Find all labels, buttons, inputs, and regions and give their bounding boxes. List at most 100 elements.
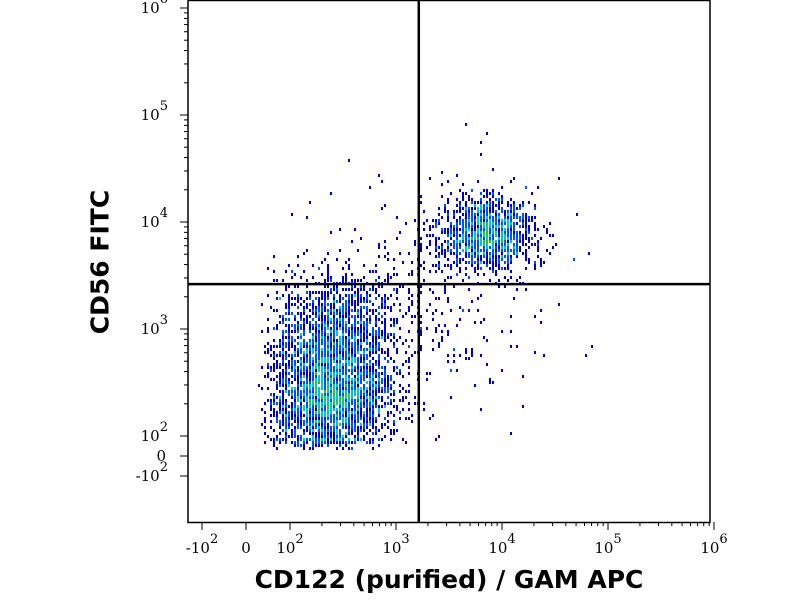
event-dot: [453, 246, 455, 249]
event-dot: [348, 399, 350, 402]
event-dot: [465, 213, 467, 216]
event-dot: [303, 354, 305, 357]
event-dot: [507, 237, 509, 240]
event-dot: [456, 246, 458, 249]
event-dot: [345, 408, 347, 411]
event-dot: [387, 354, 389, 357]
event-dot: [336, 369, 338, 372]
event-dot: [393, 273, 395, 276]
event-dot: [393, 267, 395, 270]
event-dot: [363, 438, 365, 441]
event-dot: [345, 399, 347, 402]
event-dot: [486, 249, 488, 252]
event-dot: [285, 381, 287, 384]
event-dot: [360, 330, 362, 333]
event-dot: [351, 402, 353, 405]
event-dot: [447, 354, 449, 357]
event-dot: [486, 219, 488, 222]
event-dot: [300, 360, 302, 363]
event-dot: [384, 321, 386, 324]
event-dot: [519, 225, 521, 228]
event-dot: [444, 264, 446, 267]
event-dot: [306, 411, 308, 414]
event-dot: [345, 276, 347, 279]
event-dot: [300, 357, 302, 360]
event-dot: [300, 318, 302, 321]
event-dot: [468, 207, 470, 210]
event-dot: [411, 261, 413, 264]
event-dot: [339, 411, 341, 414]
event-dot: [360, 321, 362, 324]
event-dot: [456, 231, 458, 234]
event-dot: [456, 222, 458, 225]
event-dot: [405, 222, 407, 225]
event-dot: [306, 426, 308, 429]
x-tick-label: 102: [276, 532, 303, 557]
event-dot: [297, 387, 299, 390]
event-dot: [330, 288, 332, 291]
event-dot: [333, 351, 335, 354]
event-dot: [462, 240, 464, 243]
event-dot: [510, 228, 512, 231]
event-dot: [366, 363, 368, 366]
event-dot: [420, 264, 422, 267]
event-dot: [369, 309, 371, 312]
event-dot: [408, 366, 410, 369]
event-dot: [327, 285, 329, 288]
event-dot: [498, 213, 500, 216]
event-dot: [474, 228, 476, 231]
event-dot: [489, 234, 491, 237]
event-dot: [507, 225, 509, 228]
event-dot: [336, 414, 338, 417]
event-dot: [504, 246, 506, 249]
event-dot: [285, 285, 287, 288]
event-dot: [444, 240, 446, 243]
event-dot: [507, 261, 509, 264]
event-dot: [471, 213, 473, 216]
event-dot: [321, 396, 323, 399]
event-dot: [516, 213, 518, 216]
event-dot: [291, 345, 293, 348]
event-dot: [435, 309, 437, 312]
event-dot: [321, 423, 323, 426]
event-dot: [444, 228, 446, 231]
event-dot: [279, 396, 281, 399]
event-dot: [351, 381, 353, 384]
event-dot: [297, 444, 299, 447]
event-dot: [348, 429, 350, 432]
event-dot: [486, 255, 488, 258]
event-dot: [495, 261, 497, 264]
event-dot: [303, 423, 305, 426]
event-dot: [357, 408, 359, 411]
event-dot: [330, 231, 332, 234]
event-dot: [360, 399, 362, 402]
event-dot: [345, 336, 347, 339]
event-dot: [333, 423, 335, 426]
event-dot: [333, 405, 335, 408]
event-dot: [297, 360, 299, 363]
event-dot: [519, 216, 521, 219]
event-dot: [303, 351, 305, 354]
event-dot: [348, 438, 350, 441]
event-dot: [282, 420, 284, 423]
event-dot: [471, 189, 473, 192]
event-dot: [525, 237, 527, 240]
event-dot: [402, 261, 404, 264]
event-dot: [357, 345, 359, 348]
event-dot: [297, 408, 299, 411]
event-dot: [327, 252, 329, 255]
event-dot: [354, 306, 356, 309]
event-dot: [456, 219, 458, 222]
event-dot: [315, 342, 317, 345]
event-dot: [486, 225, 488, 228]
event-dot: [381, 306, 383, 309]
event-dot: [321, 399, 323, 402]
event-dot: [285, 399, 287, 402]
event-dot: [387, 258, 389, 261]
event-dot: [279, 321, 281, 324]
event-dot: [309, 411, 311, 414]
event-dot: [435, 270, 437, 273]
event-dot: [342, 336, 344, 339]
event-dot: [369, 384, 371, 387]
event-dot: [291, 369, 293, 372]
